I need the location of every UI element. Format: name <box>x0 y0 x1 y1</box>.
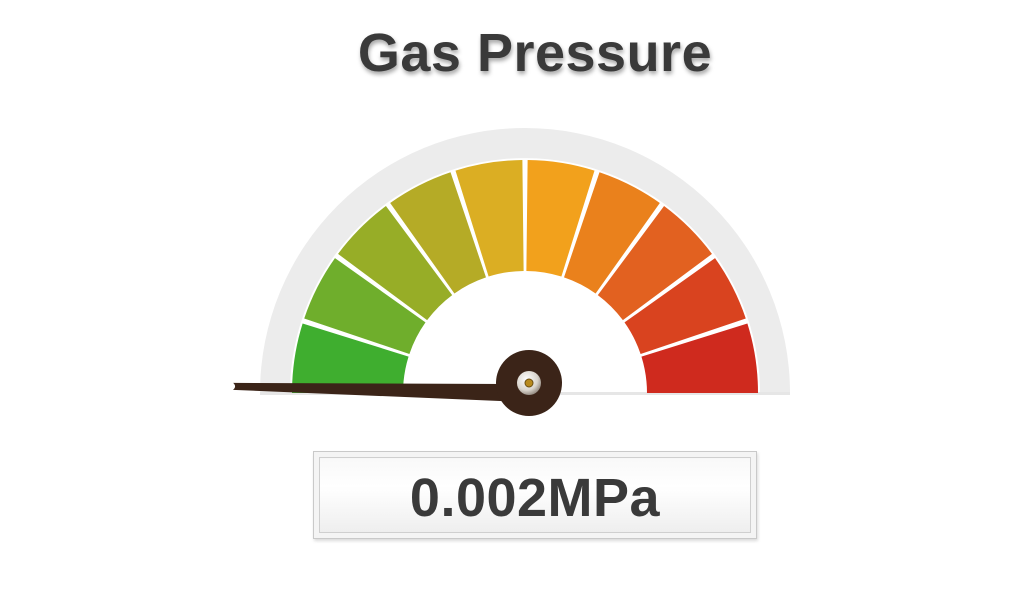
pressure-value: 0.002MPa <box>409 468 661 528</box>
hub-pin <box>524 378 534 388</box>
gauge-segment-3 <box>338 206 453 321</box>
gauge-title: Gas Pressure <box>357 23 713 83</box>
gauge-needle <box>232 382 526 402</box>
gauge-color-scale <box>292 160 758 393</box>
gauge-needle-hub <box>496 350 562 416</box>
pressure-readout-box: 0.002MPa <box>313 451 757 539</box>
gauge-segment-9 <box>624 258 746 354</box>
gauge-segment-8 <box>597 206 712 321</box>
gauge-track-arc <box>260 128 790 393</box>
needle-pointer <box>232 382 526 402</box>
gauge-segment-10 <box>641 323 758 393</box>
gauge-segment-4 <box>390 172 486 294</box>
gauge-segment-7 <box>564 172 660 294</box>
gauge-segment-6 <box>526 160 595 277</box>
gauge-segment-5 <box>455 160 524 277</box>
gauge-segment-2 <box>304 258 426 354</box>
gauge-segment-1 <box>292 323 409 393</box>
